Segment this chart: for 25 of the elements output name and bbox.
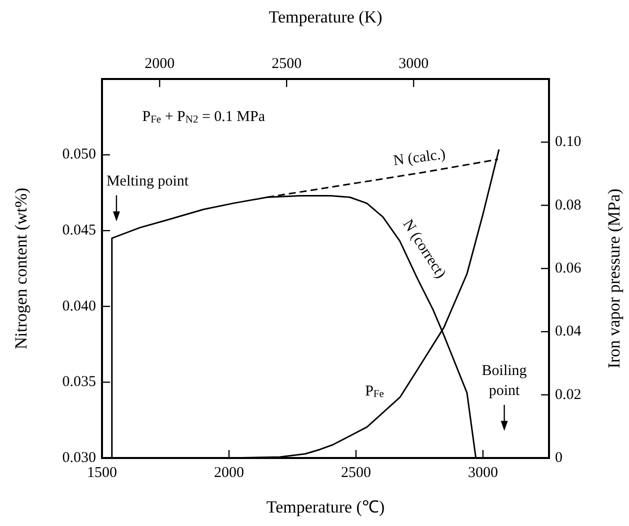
y2-axis-title: Iron vapor pressure (MPa) — [604, 188, 624, 368]
text: N (calc.) — [392, 146, 447, 170]
y2-tick-label: 0.10 — [555, 134, 582, 150]
x-tick-label: 1500 — [87, 464, 117, 481]
y-tick-label: 0.040 — [62, 298, 96, 314]
y-axis-title: Nitrogen content (wt%) — [11, 188, 30, 350]
x-tick-label: 2500 — [340, 464, 371, 481]
y-tick-label: 0.035 — [62, 374, 96, 390]
y2-tick-label: 0.08 — [555, 197, 582, 214]
x2-tick-label: 2000 — [144, 56, 175, 72]
y2-tick-label: 0.02 — [555, 386, 582, 403]
x-tick-label: 3000 — [468, 464, 498, 481]
y-tick-label: 0.050 — [62, 146, 96, 163]
y-tick-label: 0.030 — [62, 450, 96, 466]
y2-tick-label: 0.06 — [555, 260, 582, 276]
x2-tick-label: 2500 — [272, 56, 302, 72]
x2-tick-label: 3000 — [398, 56, 429, 72]
x2-axis-title: Temperature (K) — [268, 7, 382, 26]
x-axis-title: Temperature (℃) — [266, 497, 385, 516]
y2-tick-label: 0 — [555, 450, 562, 466]
x-tick-label: 2000 — [214, 464, 244, 481]
y2-tick-label: 0.04 — [555, 324, 582, 340]
annotation: Melting point — [106, 173, 190, 190]
y-tick-label: 0.045 — [62, 222, 96, 239]
annotation: Boiling point — [482, 362, 528, 399]
